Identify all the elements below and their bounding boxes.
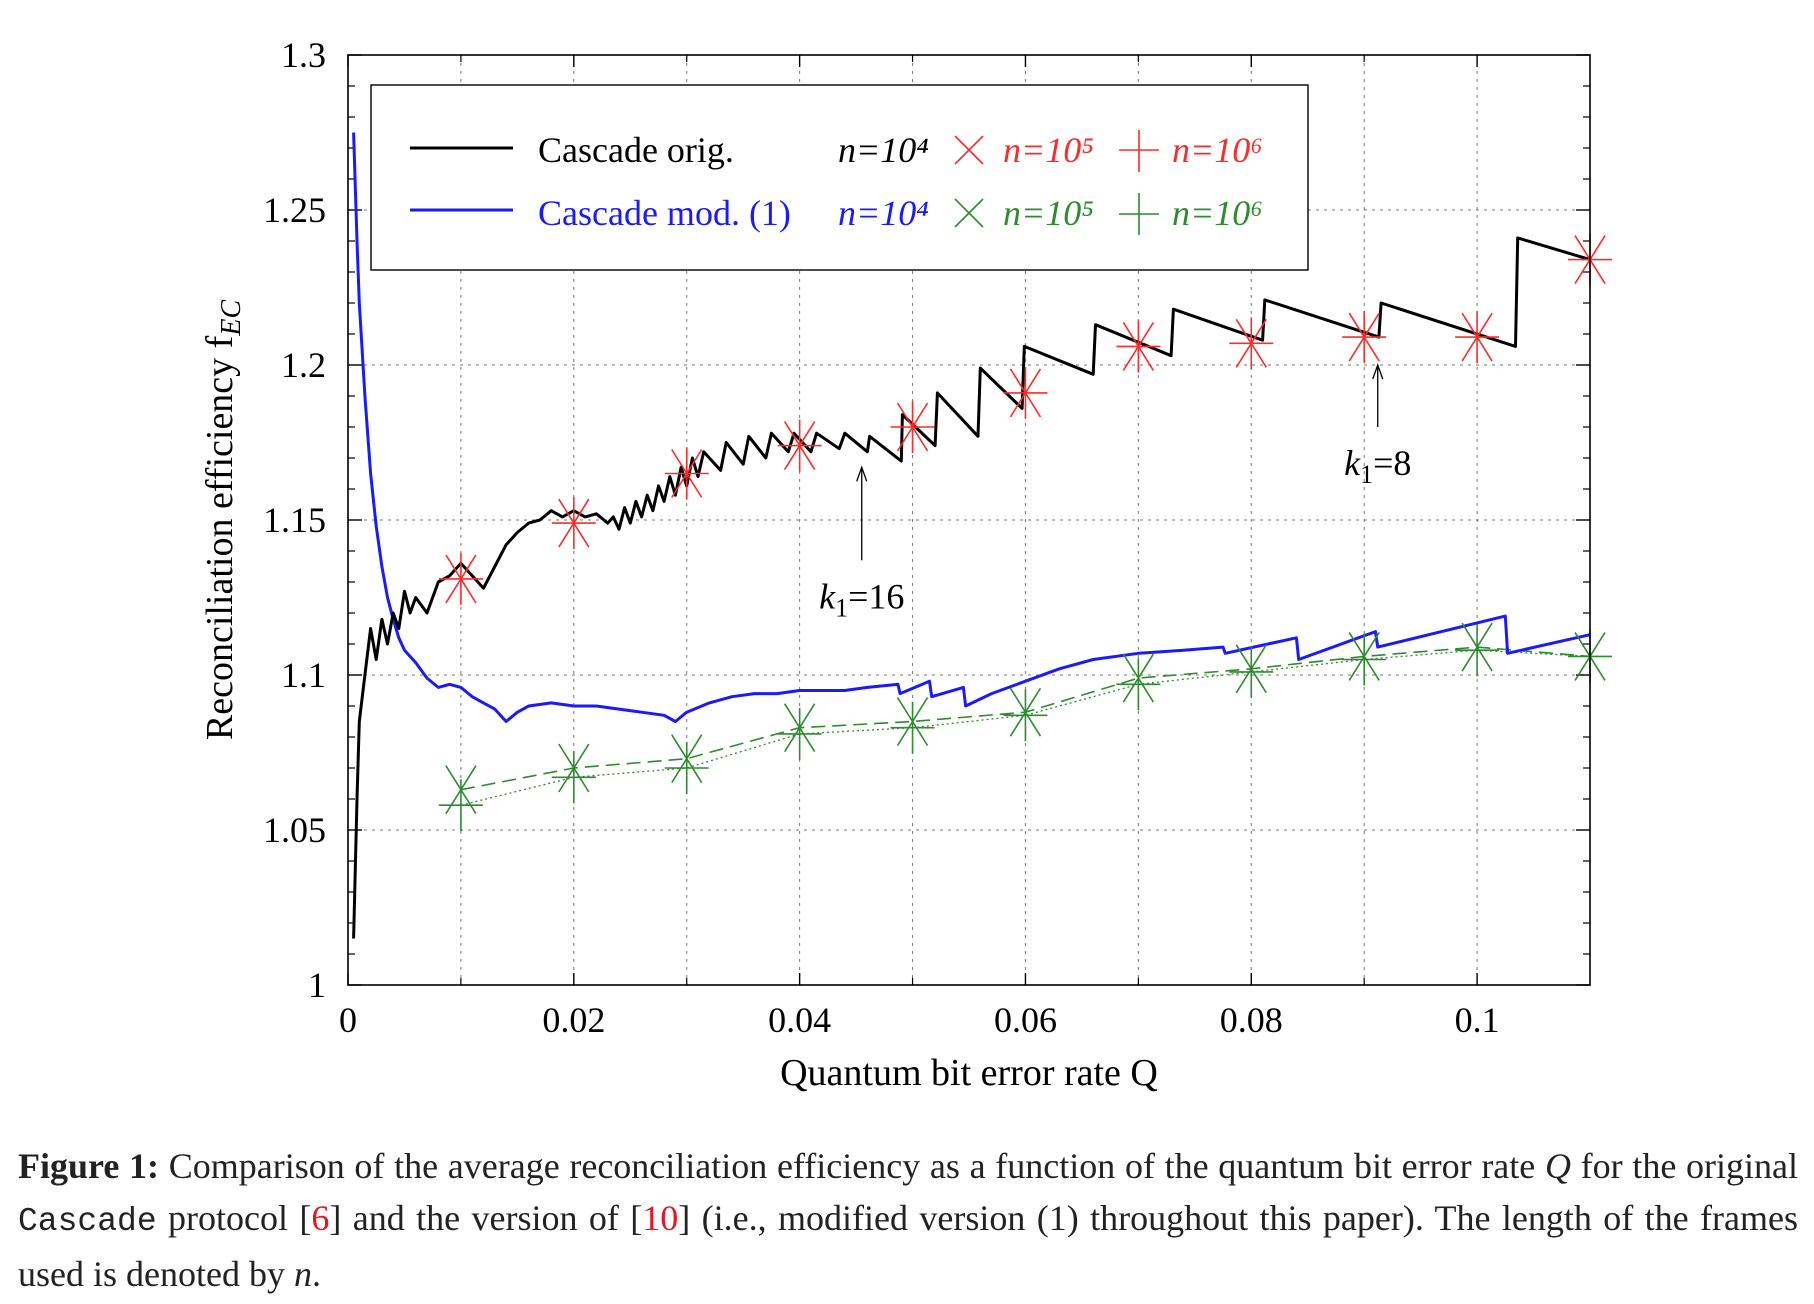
annotation-label: k1=8 (1344, 443, 1411, 489)
y-tick-label: 1.1 (281, 655, 326, 695)
caption-text: ] and the version of [ (329, 1198, 643, 1238)
mod-n1e6-marker (1342, 633, 1387, 686)
mod-n1e6-marker (551, 751, 596, 804)
orig-n1e6-marker (664, 447, 709, 500)
caption-text: . (311, 1254, 321, 1294)
x-axis-label: Quantum bit error rate Q (780, 1052, 1158, 1094)
annotation-value: =16 (848, 576, 904, 616)
mod-n1e6-marker (438, 779, 483, 832)
mod-n1e6-marker (1003, 689, 1048, 742)
mod-n1e6-marker (1455, 624, 1500, 677)
mod-n1e6-marker (777, 707, 822, 760)
y-tick-label: 1.05 (263, 810, 326, 850)
y-tick-label: 1.25 (263, 190, 326, 230)
series-layer (352, 132, 1612, 939)
caption-text: ] (i.e., modified version (1) throughout… (18, 1198, 1798, 1294)
plus-marker-icon (1119, 130, 1159, 172)
legend-orig-n4: n=10⁴ (838, 130, 929, 170)
legend-mod-n4: n=10⁴ (838, 193, 929, 233)
caption-text: protocol [ (156, 1198, 312, 1238)
arrow-head-icon (856, 465, 868, 482)
caption-cascade: Cascade (18, 1203, 157, 1240)
axis-ticks: 0 0.02 0.04 0.06 0.08 0.1 1 1.05 1.1 1.15 1.2 1.25 1… (263, 35, 1590, 1040)
plot-frame (347, 54, 1591, 986)
orig-n1e4-line (352, 236, 1591, 939)
x-marker-icon (954, 198, 984, 228)
arrow-head-icon (1372, 363, 1384, 380)
legend-label-mod: Cascade mod. (1) (538, 193, 791, 233)
x-marker-icon (954, 135, 984, 165)
x-tick-label: 0 (339, 1000, 357, 1040)
plus-marker-icon (1119, 193, 1159, 235)
citation-link-10[interactable]: 10 (642, 1198, 679, 1238)
orig-n1e6-marker (777, 419, 822, 472)
orig-n1e6-marker (1116, 320, 1161, 373)
figure-caption: Figure 1: Comparison of the average reco… (18, 1140, 1798, 1300)
mod-n1e6-marker (664, 742, 709, 794)
mod-n1e6-line (460, 649, 1591, 806)
legend-mod-n6: n=10⁶ (1172, 193, 1263, 233)
legend-mod-n5: n=10⁵ (1003, 193, 1094, 233)
caption-q: Q (1544, 1146, 1571, 1186)
mod-n1e6-marker (1116, 658, 1161, 711)
annotation-sub: 1 (1360, 460, 1373, 489)
legend-label-orig: Cascade orig. (538, 130, 734, 170)
y-tick-label: 1.3 (281, 35, 326, 75)
orig-n1e6-marker (1342, 311, 1387, 364)
x-tick-label: 0.06 (994, 1000, 1057, 1040)
y-axis-label-sub: EC (216, 300, 247, 337)
orig-n1e6-marker (551, 497, 596, 550)
x-tick-label: 0.04 (768, 1000, 831, 1040)
x-tick-label: 0.02 (542, 1000, 605, 1040)
annotation-k: k (819, 576, 836, 616)
caption-n: n (293, 1254, 312, 1294)
reconciliation-efficiency-chart: 0 0.02 0.04 0.06 0.08 0.1 1 1.05 1.1 1.15 1.2 1.25 1… (199, 35, 1612, 1094)
mod-n1e6-marker (1229, 645, 1274, 698)
y-tick-label: 1.2 (281, 345, 326, 385)
caption-label: Figure 1: (18, 1146, 160, 1186)
orig-n1e6-marker (1229, 317, 1274, 370)
y-tick-label: 1.15 (263, 500, 326, 540)
orig-n1e6-marker (1003, 366, 1048, 419)
y-axis-label: Reconciliation efficiency fEC (199, 300, 247, 741)
mod-n1e4-line (352, 132, 1591, 723)
x-tick-label: 0.08 (1220, 1000, 1283, 1040)
annotation-sub: 1 (835, 593, 848, 622)
y-tick-label: 1 (308, 965, 326, 1005)
orig-n1e6-marker (1455, 311, 1500, 364)
caption-text: Comparison of the average reconciliation… (159, 1146, 1545, 1186)
legend: Cascade orig. n=10⁴ n=10⁵ n=10⁶ Cascade … (370, 84, 1309, 271)
annotation-k: k (1344, 443, 1361, 483)
citation-link-6[interactable]: 6 (311, 1198, 330, 1238)
legend-box (370, 84, 1309, 271)
y-axis-label-main: Reconciliation efficiency f (199, 335, 241, 740)
legend-orig-n5: n=10⁵ (1003, 130, 1094, 170)
annotation-label: k1=16 (819, 576, 904, 622)
orig-n1e6-marker (890, 401, 935, 453)
orig-n1e6-marker (438, 552, 483, 605)
legend-orig-n6: n=10⁶ (1172, 130, 1263, 170)
annotation-value: =8 (1373, 443, 1411, 483)
x-tick-label: 0.1 (1455, 1000, 1500, 1040)
mod-n1e6-marker (890, 701, 935, 754)
caption-text: for the original (1570, 1146, 1798, 1186)
